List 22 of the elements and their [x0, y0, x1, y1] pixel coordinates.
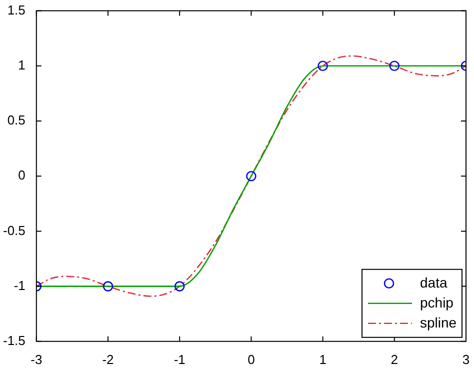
point	[389, 60, 400, 72]
x-tick-label: 1	[319, 352, 326, 367]
x-tick-label: -2	[102, 352, 114, 367]
x-tick-label: 3	[462, 352, 470, 367]
x-tick-label: 0	[248, 352, 255, 367]
y-tick-label: 0.5	[7, 112, 26, 128]
point	[246, 170, 256, 182]
x-tick-label: 2	[390, 352, 398, 367]
legend-label: pchip	[420, 294, 454, 310]
y-tick-label: -1	[14, 278, 26, 293]
y-tick-label: -1.5	[2, 332, 26, 348]
y-tick-label: 1	[18, 57, 26, 72]
y-tick-label: 0	[18, 168, 26, 183]
x-tick-label: -3	[30, 352, 42, 367]
point	[318, 60, 328, 72]
legend-label: spline	[420, 314, 457, 330]
y-tick-label: 1.5	[7, 2, 26, 18]
point	[102, 281, 114, 292]
point	[174, 281, 185, 292]
x-tick-label: -1	[174, 352, 186, 367]
legend-label: data	[420, 274, 448, 290]
y-tick-label: -0.5	[2, 222, 26, 238]
